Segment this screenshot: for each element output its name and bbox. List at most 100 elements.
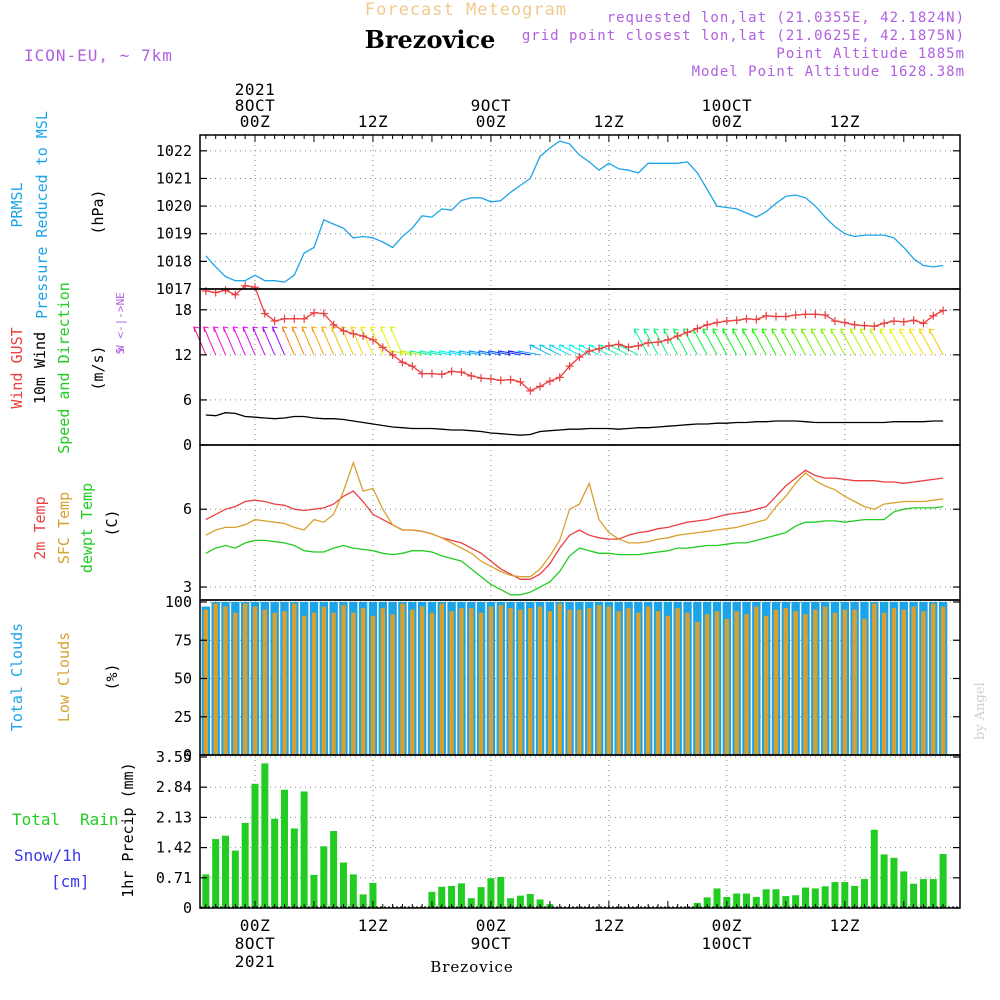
wind-direction-arrowhead [409, 350, 412, 356]
wind-direction-arrowhead [673, 328, 676, 334]
time-label-top: 12Z [594, 112, 624, 131]
precip-bar [487, 878, 495, 908]
wind-direction-arrowhead [800, 328, 803, 334]
wind-direction-arrowhead [468, 350, 471, 356]
wind-direction-arrow [311, 326, 325, 356]
wind-direction-arrow [840, 328, 856, 356]
temp-line-2 [205, 505, 944, 596]
wind-direction-arrow [598, 344, 619, 356]
wind-direction-arrowhead [232, 326, 235, 332]
precip-bar [831, 882, 839, 908]
wind-direction-arrowhead [370, 326, 376, 329]
wind-direction-arrowhead [643, 328, 650, 331]
wind-direction-arrowhead [908, 328, 911, 334]
wind-direction-arrowhead [242, 326, 245, 332]
precip-bar [428, 891, 436, 908]
cloud-low-bar [714, 611, 720, 755]
time-label-bottom: 00Z [712, 916, 742, 935]
time-label-top: 8OCT [235, 96, 276, 115]
wind-direction-arrowhead [820, 328, 827, 331]
cloud-low-bar [282, 611, 287, 755]
wind-direction-arrow [252, 326, 266, 356]
wind-direction-arrowhead [869, 328, 872, 334]
precip-bar [526, 893, 534, 908]
cloud-low-bar [508, 608, 513, 755]
wind-direction-arrow [712, 328, 728, 356]
precip-bar [851, 885, 859, 908]
wind-direction-arrow [549, 344, 570, 356]
wind-direction-arrowhead [559, 344, 565, 347]
ytick-label-clouds: 50 [174, 670, 192, 688]
wind-direction-arrowhead [702, 328, 709, 331]
wind-direction-arrowhead [889, 328, 892, 334]
cloud-total-label: Total Clouds [8, 623, 26, 731]
wind-direction-arrowhead [193, 326, 199, 329]
model-label: ICON-EU, ~ 7km [24, 46, 173, 65]
wind-direction-arrow [859, 328, 875, 356]
wind-direction-arrowhead [311, 326, 314, 332]
cloud-low-bar [783, 608, 789, 755]
wind-direction-arrowhead [643, 328, 646, 334]
time-label-top: 9OCT [471, 96, 512, 115]
wind-direction-arrowhead [918, 328, 921, 334]
wind-direction-arrowhead [498, 350, 504, 353]
cloud-low-label: Low Clouds [55, 632, 73, 722]
wind-direction-arrow [869, 328, 885, 356]
wind-direction-arrow [722, 328, 738, 356]
precip-bar [261, 763, 269, 908]
cloud-low-bar [655, 611, 661, 755]
wind-direction-arrowhead [350, 326, 353, 332]
wind-direction-arrowhead [634, 328, 640, 331]
cloud-low-bar [203, 609, 209, 755]
wind-direction-arrow [301, 326, 315, 356]
time-label-bottom: 12Z [358, 916, 388, 935]
wind-direction-arrow [203, 326, 217, 356]
cloud-low-bar [596, 605, 602, 755]
wind-direction-arrowhead [360, 326, 363, 332]
wind-direction-arrowhead [271, 326, 274, 332]
wind-direction-arrowhead [390, 326, 396, 329]
cloud-low-bar [606, 606, 612, 755]
wind-direction-arrowhead [928, 328, 931, 334]
precip-bar [762, 889, 770, 908]
forecast-title: Forecast Meteogram [365, 0, 567, 20]
wind-direction-arrow [643, 328, 659, 356]
wind-direction-arrowhead [588, 344, 594, 347]
cloud-low-bar [616, 611, 621, 755]
cloud-low-bar [665, 615, 671, 755]
wind-direction-arrowhead [409, 350, 416, 353]
cloud-low-bar [931, 603, 936, 755]
wind-direction-arrowhead [751, 328, 754, 334]
pressure-label: PRMSL [8, 182, 26, 227]
wind-direction-arrowhead [389, 326, 392, 332]
wind-direction-arrowhead [242, 326, 249, 329]
wind-direction-arrowhead [448, 350, 451, 356]
precip-bar [919, 879, 927, 908]
wind-direction-arrowhead [879, 328, 882, 334]
cloud-low-bar [704, 614, 710, 755]
data-layer [193, 140, 960, 909]
wind-direction-arrowhead [761, 328, 764, 334]
wind-direction-arrowhead [732, 328, 734, 334]
wind-direction-arrowhead [810, 328, 813, 334]
wind-direction-arrowhead [429, 350, 432, 356]
wind-direction-arrowhead [801, 328, 807, 331]
ytick-label-temperature: 3 [183, 578, 192, 596]
cloud-low-bar [754, 606, 759, 755]
cloud-low-bar [488, 606, 494, 755]
ytick-label-wind: 18 [174, 301, 192, 319]
precip-bar [507, 898, 515, 908]
wind-direction-arrow [539, 344, 560, 356]
wind-direction-arrow [608, 344, 629, 356]
precip-bar [821, 886, 829, 908]
ytick-label-clouds: 75 [174, 631, 192, 649]
wind-direction-arrowhead [712, 328, 715, 334]
precip-bar [457, 883, 465, 908]
wind-direction-arrowhead [702, 328, 705, 334]
wind-direction-arrowhead [262, 326, 268, 329]
precip-bar [880, 854, 888, 908]
wind-direction-arrowhead [301, 326, 304, 332]
precip-bar [536, 899, 544, 908]
wind-direction-arrowhead [468, 350, 475, 353]
wind-direction-arrow [559, 344, 580, 356]
